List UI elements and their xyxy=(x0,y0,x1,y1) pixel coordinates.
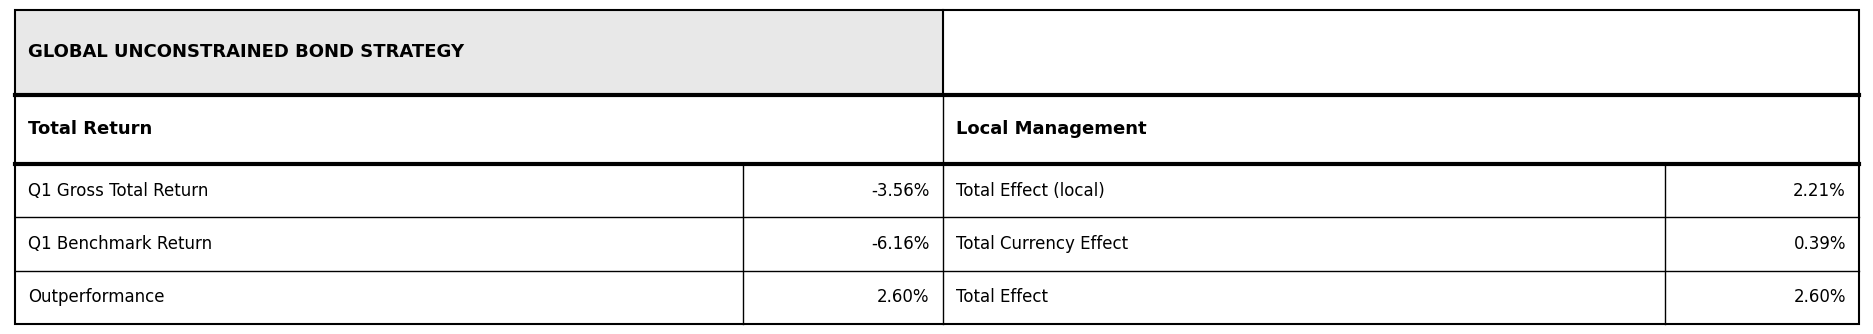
Text: GLOBAL UNCONSTRAINED BOND STRATEGY: GLOBAL UNCONSTRAINED BOND STRATEGY xyxy=(28,43,465,61)
Text: Q1 Gross Total Return: Q1 Gross Total Return xyxy=(28,182,208,199)
Text: -6.16%: -6.16% xyxy=(871,235,929,253)
Text: 2.21%: 2.21% xyxy=(1792,182,1845,199)
Text: Total Return: Total Return xyxy=(28,120,152,138)
Text: Total Effect (local): Total Effect (local) xyxy=(955,182,1103,199)
Text: 2.60%: 2.60% xyxy=(1792,288,1845,306)
Text: -3.56%: -3.56% xyxy=(871,182,929,199)
Text: 2.60%: 2.60% xyxy=(877,288,929,306)
Text: 0.39%: 0.39% xyxy=(1792,235,1845,253)
Text: Local Management: Local Management xyxy=(955,120,1146,138)
Text: Outperformance: Outperformance xyxy=(28,288,165,306)
Text: Total Effect: Total Effect xyxy=(955,288,1047,306)
Text: Q1 Benchmark Return: Q1 Benchmark Return xyxy=(28,235,212,253)
Text: Total Currency Effect: Total Currency Effect xyxy=(955,235,1128,253)
